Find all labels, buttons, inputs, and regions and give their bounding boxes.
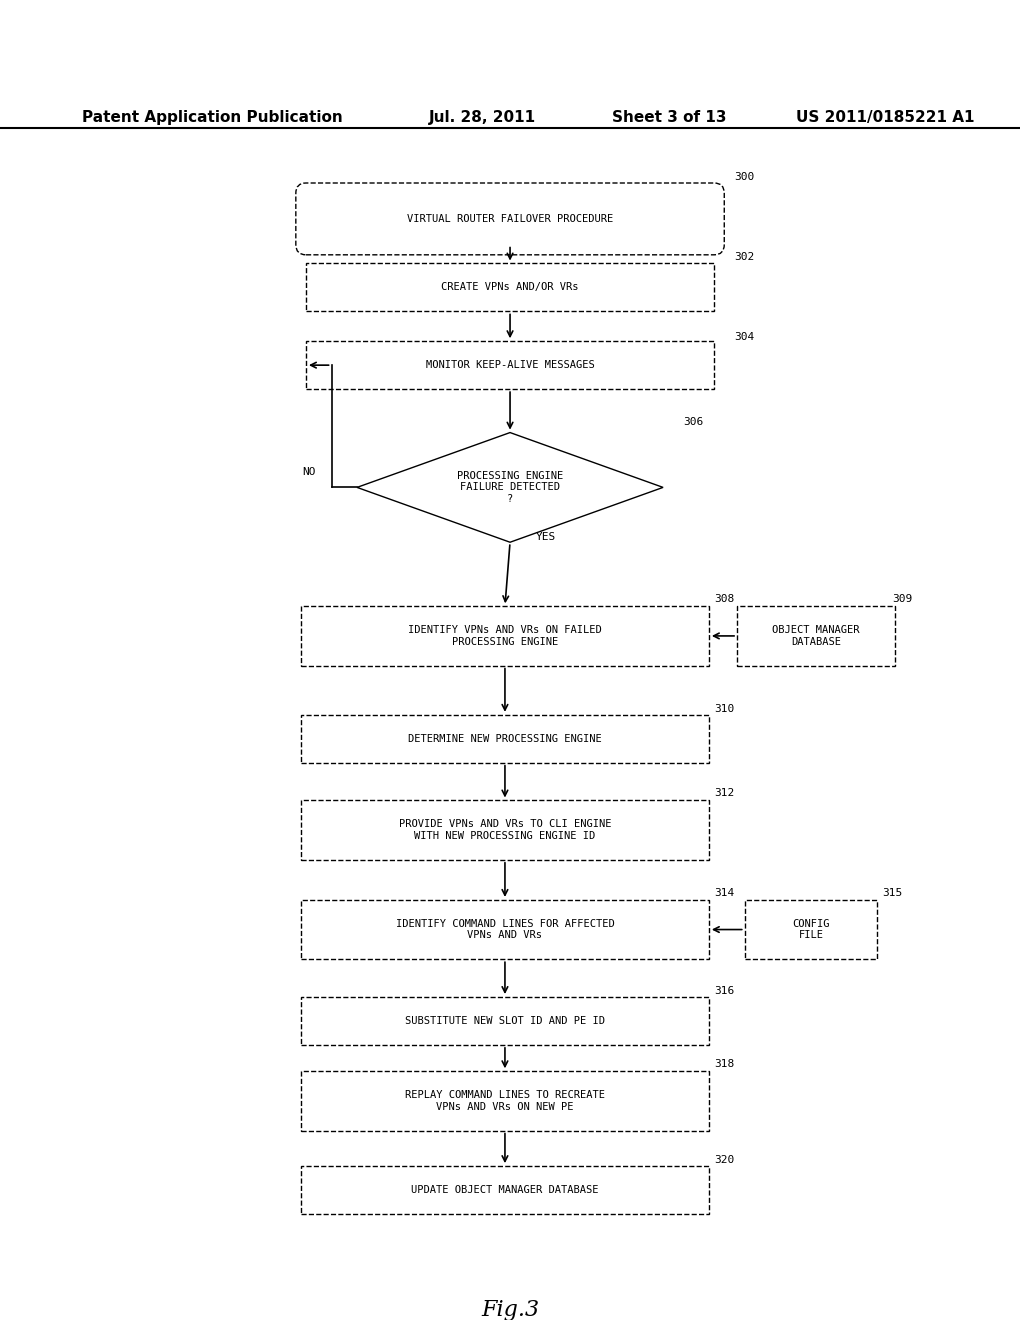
Text: UPDATE OBJECT MANAGER DATABASE: UPDATE OBJECT MANAGER DATABASE (412, 1185, 599, 1195)
Bar (301, 800, 709, 859)
Text: DETERMINE NEW PROCESSING ENGINE: DETERMINE NEW PROCESSING ENGINE (409, 734, 602, 743)
Text: OBJECT MANAGER
DATABASE: OBJECT MANAGER DATABASE (772, 626, 860, 647)
Text: VIRTUAL ROUTER FAILOVER PROCEDURE: VIRTUAL ROUTER FAILOVER PROCEDURE (407, 214, 613, 224)
Text: Jul. 28, 2011: Jul. 28, 2011 (428, 111, 536, 125)
Text: 312: 312 (714, 788, 734, 799)
Bar (301, 900, 709, 960)
Bar (301, 1072, 709, 1131)
Bar (306, 264, 714, 312)
Text: 308: 308 (714, 594, 734, 605)
Text: PROCESSING ENGINE
FAILURE DETECTED
?: PROCESSING ENGINE FAILURE DETECTED ? (457, 471, 563, 504)
Text: Fig.3: Fig.3 (481, 1299, 539, 1320)
Text: YES: YES (536, 532, 556, 543)
Text: PROVIDE VPNs AND VRs TO CLI ENGINE
WITH NEW PROCESSING ENGINE ID: PROVIDE VPNs AND VRs TO CLI ENGINE WITH … (398, 820, 611, 841)
Text: 316: 316 (714, 986, 734, 995)
Text: 309: 309 (893, 594, 912, 605)
Text: 304: 304 (734, 333, 755, 342)
Text: 302: 302 (734, 252, 755, 263)
Text: 306: 306 (683, 417, 703, 426)
Text: Patent Application Publication: Patent Application Publication (82, 111, 342, 125)
Text: REPLAY COMMAND LINES TO RECREATE
VPNs AND VRs ON NEW PE: REPLAY COMMAND LINES TO RECREATE VPNs AN… (404, 1090, 605, 1111)
Text: NO: NO (303, 467, 316, 478)
Text: IDENTIFY VPNs AND VRs ON FAILED
PROCESSING ENGINE: IDENTIFY VPNs AND VRs ON FAILED PROCESSI… (409, 626, 602, 647)
Bar (306, 341, 714, 389)
Bar (301, 714, 709, 763)
Text: MONITOR KEEP-ALIVE MESSAGES: MONITOR KEEP-ALIVE MESSAGES (426, 360, 594, 370)
Bar (301, 997, 709, 1045)
Text: SUBSTITUTE NEW SLOT ID AND PE ID: SUBSTITUTE NEW SLOT ID AND PE ID (404, 1016, 605, 1026)
Text: 315: 315 (883, 887, 902, 898)
Text: US 2011/0185221 A1: US 2011/0185221 A1 (796, 111, 974, 125)
Polygon shape (357, 433, 664, 543)
Text: 320: 320 (714, 1155, 734, 1166)
Text: Sheet 3 of 13: Sheet 3 of 13 (612, 111, 727, 125)
Text: 318: 318 (714, 1059, 734, 1069)
Bar (301, 606, 709, 665)
Text: IDENTIFY COMMAND LINES FOR AFFECTED
VPNs AND VRs: IDENTIFY COMMAND LINES FOR AFFECTED VPNs… (395, 919, 614, 940)
Bar (301, 1166, 709, 1214)
Text: 314: 314 (714, 887, 734, 898)
Text: 310: 310 (714, 704, 734, 714)
Text: CONFIG
FILE: CONFIG FILE (793, 919, 829, 940)
Text: 300: 300 (734, 173, 755, 182)
Bar (737, 606, 895, 665)
Bar (744, 900, 878, 960)
Text: CREATE VPNs AND/OR VRs: CREATE VPNs AND/OR VRs (441, 282, 579, 293)
FancyBboxPatch shape (296, 183, 724, 255)
